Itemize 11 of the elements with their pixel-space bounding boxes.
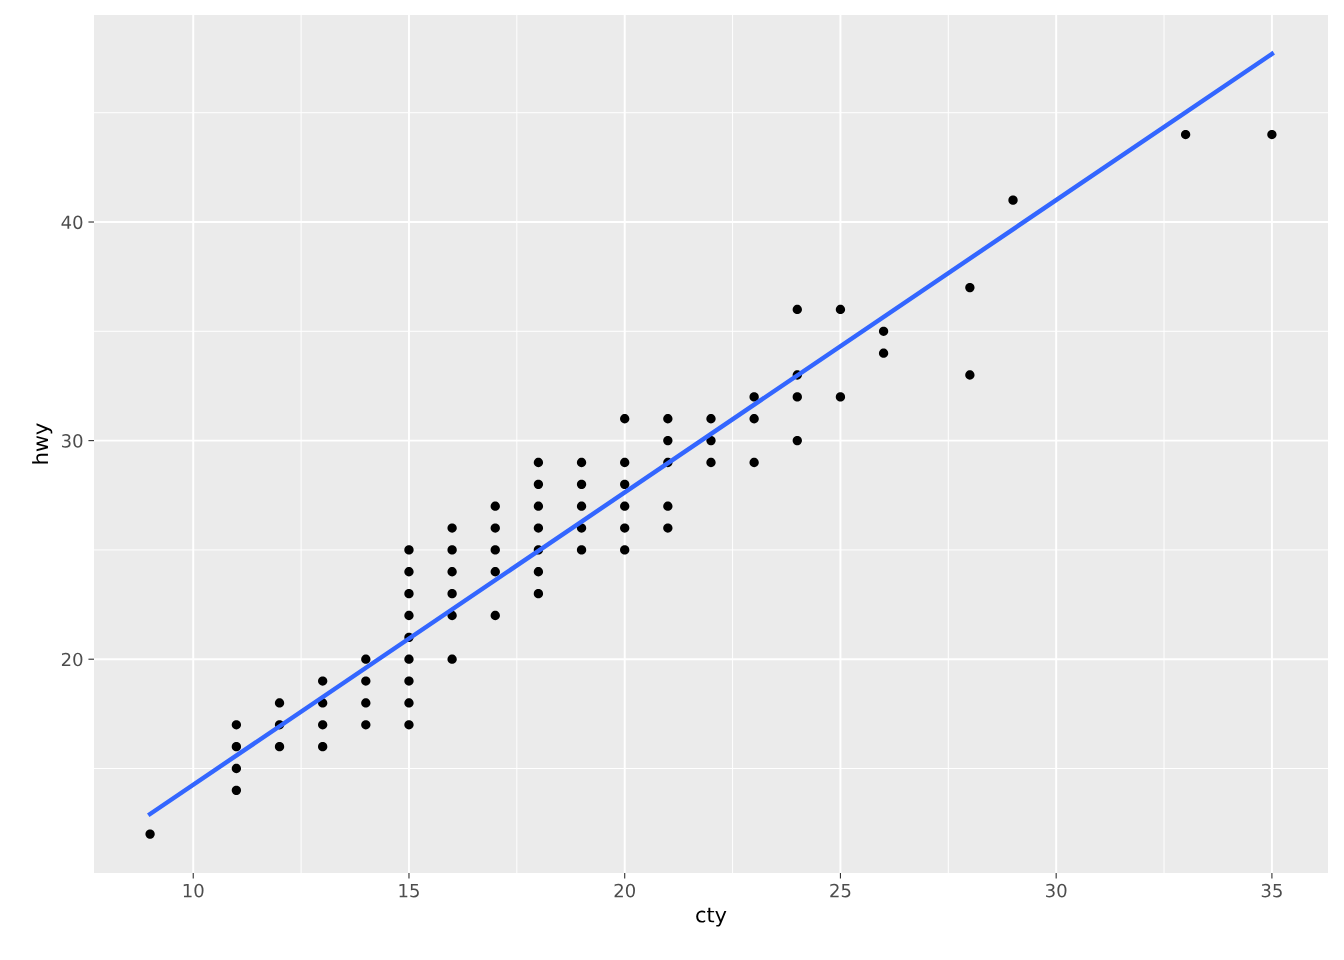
x-tick-label: 10: [183, 883, 204, 898]
y-axis-title: hwy: [32, 423, 53, 464]
x-axis-title: cty: [696, 907, 727, 927]
x-tick-label: 25: [830, 883, 851, 898]
y-tick-label: 40: [61, 215, 83, 230]
x-tick-label: 20: [614, 883, 635, 898]
x-tick-label: 15: [399, 883, 419, 898]
y-tick-label: 20: [61, 652, 83, 667]
x-tick-label: 30: [1046, 883, 1067, 898]
y-tick-label: 30: [61, 434, 83, 448]
x-tick-label: 35: [1261, 883, 1282, 898]
